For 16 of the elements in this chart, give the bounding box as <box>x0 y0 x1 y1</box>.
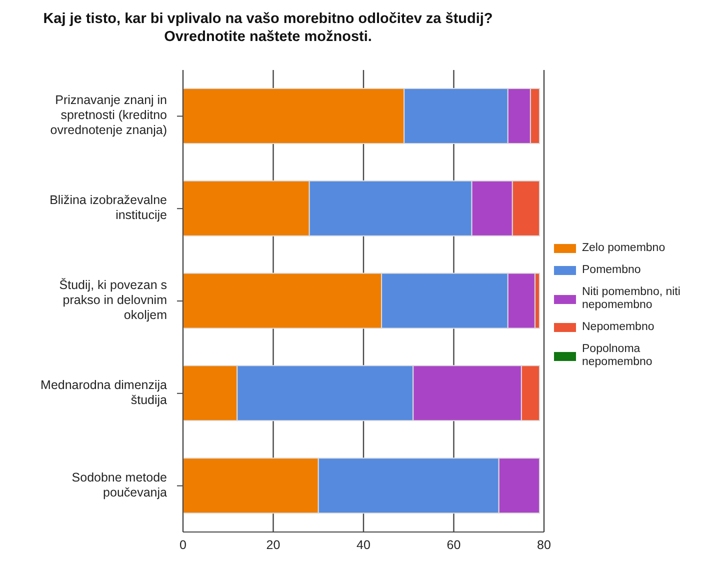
x-tick-label: 60 <box>446 538 461 552</box>
y-tick-label: Mednarodna dimenzija študija <box>40 378 168 408</box>
y-tick-label: Študij, ki povezan s prakso in delovnim okoljem <box>59 278 167 322</box>
y-tick-label: Bližina izobraževalne institucije <box>50 193 168 222</box>
legend-label: Popolnoma nepomembno <box>582 343 654 369</box>
chart-title: Kaj je tisto, kar bi vplivalo na vašo morebitno odločitev za študij? Ovrednotite naštete možnosti. <box>42 10 494 46</box>
x-tick-label: 20 <box>266 538 280 552</box>
x-tick-label: 80 <box>537 538 551 552</box>
legend-label: Pomembno <box>582 264 642 277</box>
y-tick-label: Priznavanje znanj in spretnosti (kreditno ovrednotenje znanja) <box>50 93 168 138</box>
legend-label: Nepomembno <box>582 321 656 334</box>
x-tick-label: 40 <box>356 538 370 552</box>
legend-label: Niti pomembno, niti nepomembno <box>582 286 682 312</box>
x-tick-label: 0 <box>180 538 187 552</box>
y-tick-label: Sodobne metode poučevanja <box>72 470 168 500</box>
legend-label: Zelo pomembno <box>582 242 666 255</box>
